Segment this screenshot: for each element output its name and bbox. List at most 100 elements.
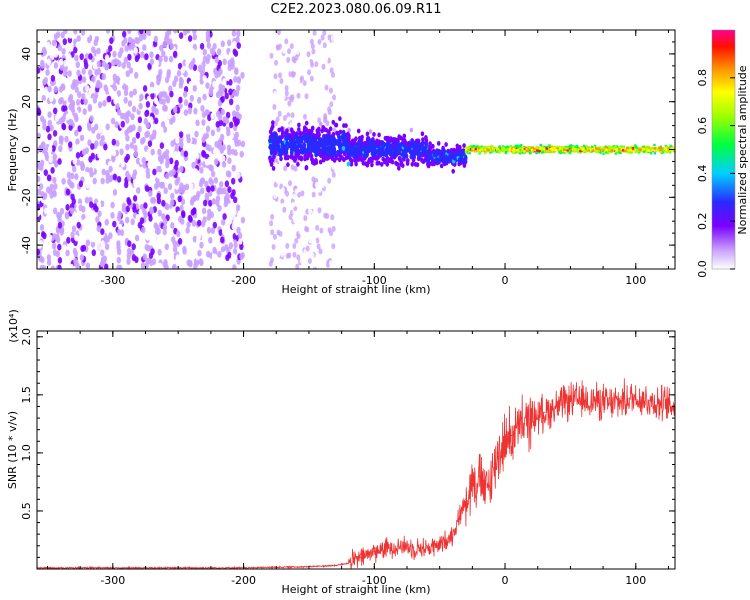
heatmap-cell — [72, 165, 77, 173]
heatmap-cell — [182, 174, 187, 182]
heatmap-cell — [498, 149, 502, 152]
heatmap-cell — [49, 124, 54, 132]
heatmap-cell — [320, 34, 325, 41]
heatmap-cell — [308, 226, 313, 233]
heatmap-cell — [187, 107, 193, 115]
heatmap-cell — [278, 72, 282, 79]
heatmap-cell — [75, 138, 80, 146]
heatmap-cell — [71, 215, 76, 223]
heatmap-cell — [151, 258, 157, 265]
heatmap-cell — [158, 92, 163, 99]
heatmap-cell — [298, 243, 303, 250]
heatmap-cell — [142, 253, 147, 261]
heatmap-cell — [181, 210, 186, 218]
heatmap-cell — [142, 44, 147, 51]
heatmap-cell — [135, 94, 140, 101]
heatmap-cell — [608, 146, 611, 149]
heatmap-cell — [120, 112, 125, 120]
heatmap-cell — [318, 248, 323, 255]
heatmap-cell — [206, 42, 212, 49]
colorbar-frame — [711, 29, 736, 270]
heatmap-cell — [571, 147, 574, 151]
heatmap-cell — [125, 143, 130, 151]
heatmap-cell — [299, 170, 304, 177]
heatmap-cell — [267, 69, 272, 76]
heatmap-cell — [143, 76, 148, 83]
heatmap-cell — [202, 75, 207, 82]
heatmap-cell — [635, 149, 639, 152]
heatmap-cell — [188, 102, 193, 110]
heatmap-cell — [281, 227, 286, 234]
heatmap-cell — [315, 237, 320, 244]
snr-series-line — [37, 378, 675, 569]
heatmap-cell — [673, 149, 675, 152]
heatmap-cell — [163, 187, 168, 195]
heatmap-cell — [622, 147, 626, 151]
snr-data-point — [360, 556, 362, 559]
heatmap-cell — [73, 260, 79, 267]
heatmap-cell — [540, 147, 543, 150]
heatmap-cell — [289, 133, 294, 139]
heatmap-cell — [600, 149, 603, 153]
heatmap-cell — [84, 171, 90, 179]
heatmap-cell — [332, 79, 337, 86]
heatmap-cell — [308, 237, 313, 244]
heatmap-cell — [172, 50, 178, 58]
heatmap-cell — [213, 177, 219, 184]
colorbar-tick-label: 0.0 — [696, 260, 709, 278]
heatmap-cell — [344, 155, 349, 161]
heatmap-cell — [311, 191, 316, 198]
heatmap-cell — [545, 147, 549, 150]
heatmap-cell — [197, 85, 202, 93]
heatmap-cell — [320, 182, 325, 189]
heatmap-cell — [47, 241, 53, 249]
heatmap-cell — [208, 199, 213, 207]
heatmap-cell — [299, 149, 304, 155]
heatmap-cell — [630, 147, 633, 150]
heatmap-cell — [427, 153, 432, 158]
heatmap-cell — [210, 185, 215, 192]
heatmap-cell — [309, 147, 314, 153]
heatmap-cell — [647, 145, 650, 148]
heatmap-cell — [445, 159, 449, 165]
heatmap-cell — [46, 259, 52, 266]
heatmap-cell — [659, 148, 662, 151]
heatmap-cell — [185, 127, 190, 135]
heatmap-cell — [304, 120, 309, 126]
heatmap-cell — [146, 95, 152, 103]
heatmap-cell — [123, 56, 128, 64]
heatmap-cell — [444, 142, 448, 147]
heatmap-cell — [48, 156, 53, 164]
heatmap-cell — [134, 71, 139, 79]
heatmap-cell — [111, 138, 117, 146]
heatmap-cell — [162, 40, 167, 48]
heatmap-cell — [236, 146, 242, 154]
heatmap-cell — [284, 130, 288, 136]
heatmap-cell — [291, 201, 296, 208]
heatmap-cell — [49, 95, 54, 102]
heatmap-cell — [283, 115, 287, 121]
heatmap-cell — [166, 112, 172, 120]
heatmap-cell — [61, 123, 67, 131]
heatmap-cell — [325, 165, 330, 172]
heatmap-cell — [92, 177, 97, 185]
snr-data-point — [517, 429, 519, 431]
heatmap-cell — [231, 177, 236, 185]
heatmap-cell — [622, 145, 625, 149]
heatmap-cell — [104, 243, 110, 251]
heatmap-cell — [653, 152, 657, 155]
heatmap-cell — [53, 62, 59, 69]
heatmap-cell — [160, 121, 166, 128]
heatmap-cell — [324, 56, 329, 63]
heatmap-cell — [277, 174, 282, 181]
heatmap-cell — [630, 149, 634, 152]
heatmap-cell — [606, 147, 610, 150]
heatmap-cell — [317, 126, 321, 132]
heatmap-cell — [79, 254, 85, 261]
heatmap-cell — [87, 105, 93, 112]
heatmap-cell — [304, 225, 309, 232]
heatmap-cell — [233, 241, 238, 249]
heatmap-cell — [436, 141, 441, 146]
heatmap-cell — [192, 85, 197, 92]
heatmap-cell — [618, 148, 621, 151]
